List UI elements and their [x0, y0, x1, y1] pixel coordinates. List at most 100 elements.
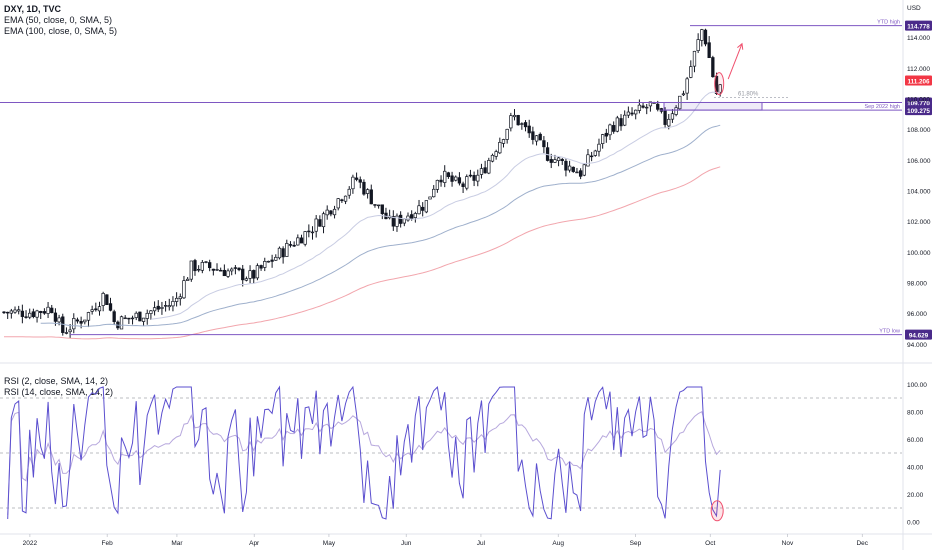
- candle-body: [97, 306, 102, 312]
- time-tick-label: 2022: [23, 540, 38, 547]
- level-price-tag: [905, 97, 932, 108]
- candle-body: [318, 219, 322, 227]
- price-tick-label: 102.000: [907, 219, 931, 226]
- legend-ema100[interactable]: EMA (100, close, 0, SMA, 5): [4, 26, 118, 36]
- candle-body: [46, 306, 50, 314]
- candle-body: [413, 213, 417, 218]
- candle-body: [468, 174, 473, 177]
- candle-body: [446, 172, 451, 177]
- candle-body: [501, 139, 506, 144]
- level-label: Sep 2022 high: [865, 104, 900, 110]
- candle-body: [523, 122, 528, 128]
- level-price-tag: [905, 105, 932, 116]
- candle-body: [623, 114, 627, 126]
- rsi-tick-label: 20.00: [907, 492, 924, 499]
- candle-body: [2, 311, 6, 314]
- legend-ema50[interactable]: EMA (50, close, 0, SMA, 5): [4, 15, 113, 25]
- candle-body: [663, 110, 667, 125]
- candle-body: [711, 57, 715, 78]
- candle-body: [105, 294, 109, 305]
- price-tick-label: 110.000: [907, 96, 930, 103]
- candle-body: [703, 29, 708, 45]
- candle-body: [68, 329, 72, 333]
- candle-body: [160, 307, 164, 309]
- time-tick-label: Dec: [856, 540, 868, 547]
- candle-body: [406, 215, 410, 221]
- candle-body: [567, 165, 572, 171]
- candle-body: [494, 151, 498, 157]
- candle-body: [351, 176, 355, 190]
- candle-body: [630, 112, 634, 115]
- price-tick-label: 100.000: [907, 250, 931, 257]
- level-price-label: 109.770: [907, 100, 930, 107]
- rsi-legend: RSI (2, close, SMA, 14, 2) RSI (14, clos…: [4, 376, 113, 398]
- candle-body: [244, 278, 249, 281]
- candle-body: [108, 303, 113, 311]
- time-tick-label: Jun: [401, 540, 412, 547]
- candle-body: [476, 174, 480, 182]
- arrow-line: [727, 43, 743, 80]
- price-tick-label: 108.000: [907, 127, 931, 134]
- candle-body: [307, 230, 311, 233]
- level-price-label: 109.275: [907, 108, 930, 115]
- candle-body: [527, 125, 531, 134]
- candle-body: [31, 311, 36, 318]
- candle-body: [141, 317, 146, 322]
- candle-body: [674, 107, 678, 115]
- rsi-tick-label: 0.00: [907, 519, 920, 526]
- axis-unit: USD: [907, 5, 921, 12]
- candle-body: [373, 204, 377, 206]
- candle-body: [465, 176, 469, 189]
- candle-body: [542, 140, 546, 148]
- legend-rsi-slow[interactable]: RSI (14, close, SMA, 14, 2): [4, 387, 114, 397]
- rsi-fast-line: [7, 385, 721, 520]
- candle-body: [266, 260, 271, 263]
- candle-body: [57, 317, 61, 323]
- candle-body: [101, 293, 105, 306]
- candle-body: [263, 261, 267, 268]
- legend-rsi-fast[interactable]: RSI (2, close, SMA, 14, 2): [4, 376, 109, 386]
- candle-body: [380, 204, 384, 215]
- candle-body: [553, 159, 557, 163]
- candle-body: [641, 105, 645, 108]
- candle-body: [516, 115, 520, 126]
- candle-body: [35, 310, 39, 318]
- ema50-line: [150, 91, 721, 320]
- time-tick-label: Sep: [630, 540, 642, 547]
- candle-body: [226, 270, 230, 277]
- rsi-tick-label: 40.00: [907, 464, 924, 471]
- candle-body: [358, 179, 362, 183]
- candle-body: [689, 66, 693, 78]
- candle-body: [362, 181, 366, 195]
- rsi-tick-label: 100.00: [907, 382, 927, 389]
- candle-body: [564, 160, 568, 171]
- highlight-ellipse: [714, 72, 725, 96]
- candle-body: [6, 311, 10, 314]
- candle-body: [505, 128, 509, 140]
- candle-body: [450, 175, 454, 182]
- time-tick-label: Nov: [782, 540, 794, 547]
- level-price-tag: [905, 20, 932, 31]
- candle-body: [292, 244, 296, 247]
- candle-body: [53, 312, 58, 322]
- candle-body: [127, 317, 131, 320]
- candle-body: [670, 113, 675, 120]
- candle-body: [277, 247, 282, 259]
- candle-body: [376, 204, 381, 207]
- candle-body: [512, 114, 517, 118]
- candle-body: [582, 164, 586, 176]
- candle-body: [24, 316, 28, 318]
- candle-body: [457, 177, 462, 184]
- candle-body: [556, 157, 561, 161]
- candle-body: [156, 305, 160, 310]
- candle-body: [20, 310, 25, 317]
- candle-body: [149, 310, 153, 314]
- candle-body: [586, 154, 590, 167]
- candle-body: [167, 305, 171, 308]
- candle-body: [288, 244, 293, 246]
- candle-body: [538, 133, 542, 141]
- candle-body: [270, 259, 274, 262]
- candle-body: [439, 179, 443, 183]
- candle-body: [391, 216, 395, 227]
